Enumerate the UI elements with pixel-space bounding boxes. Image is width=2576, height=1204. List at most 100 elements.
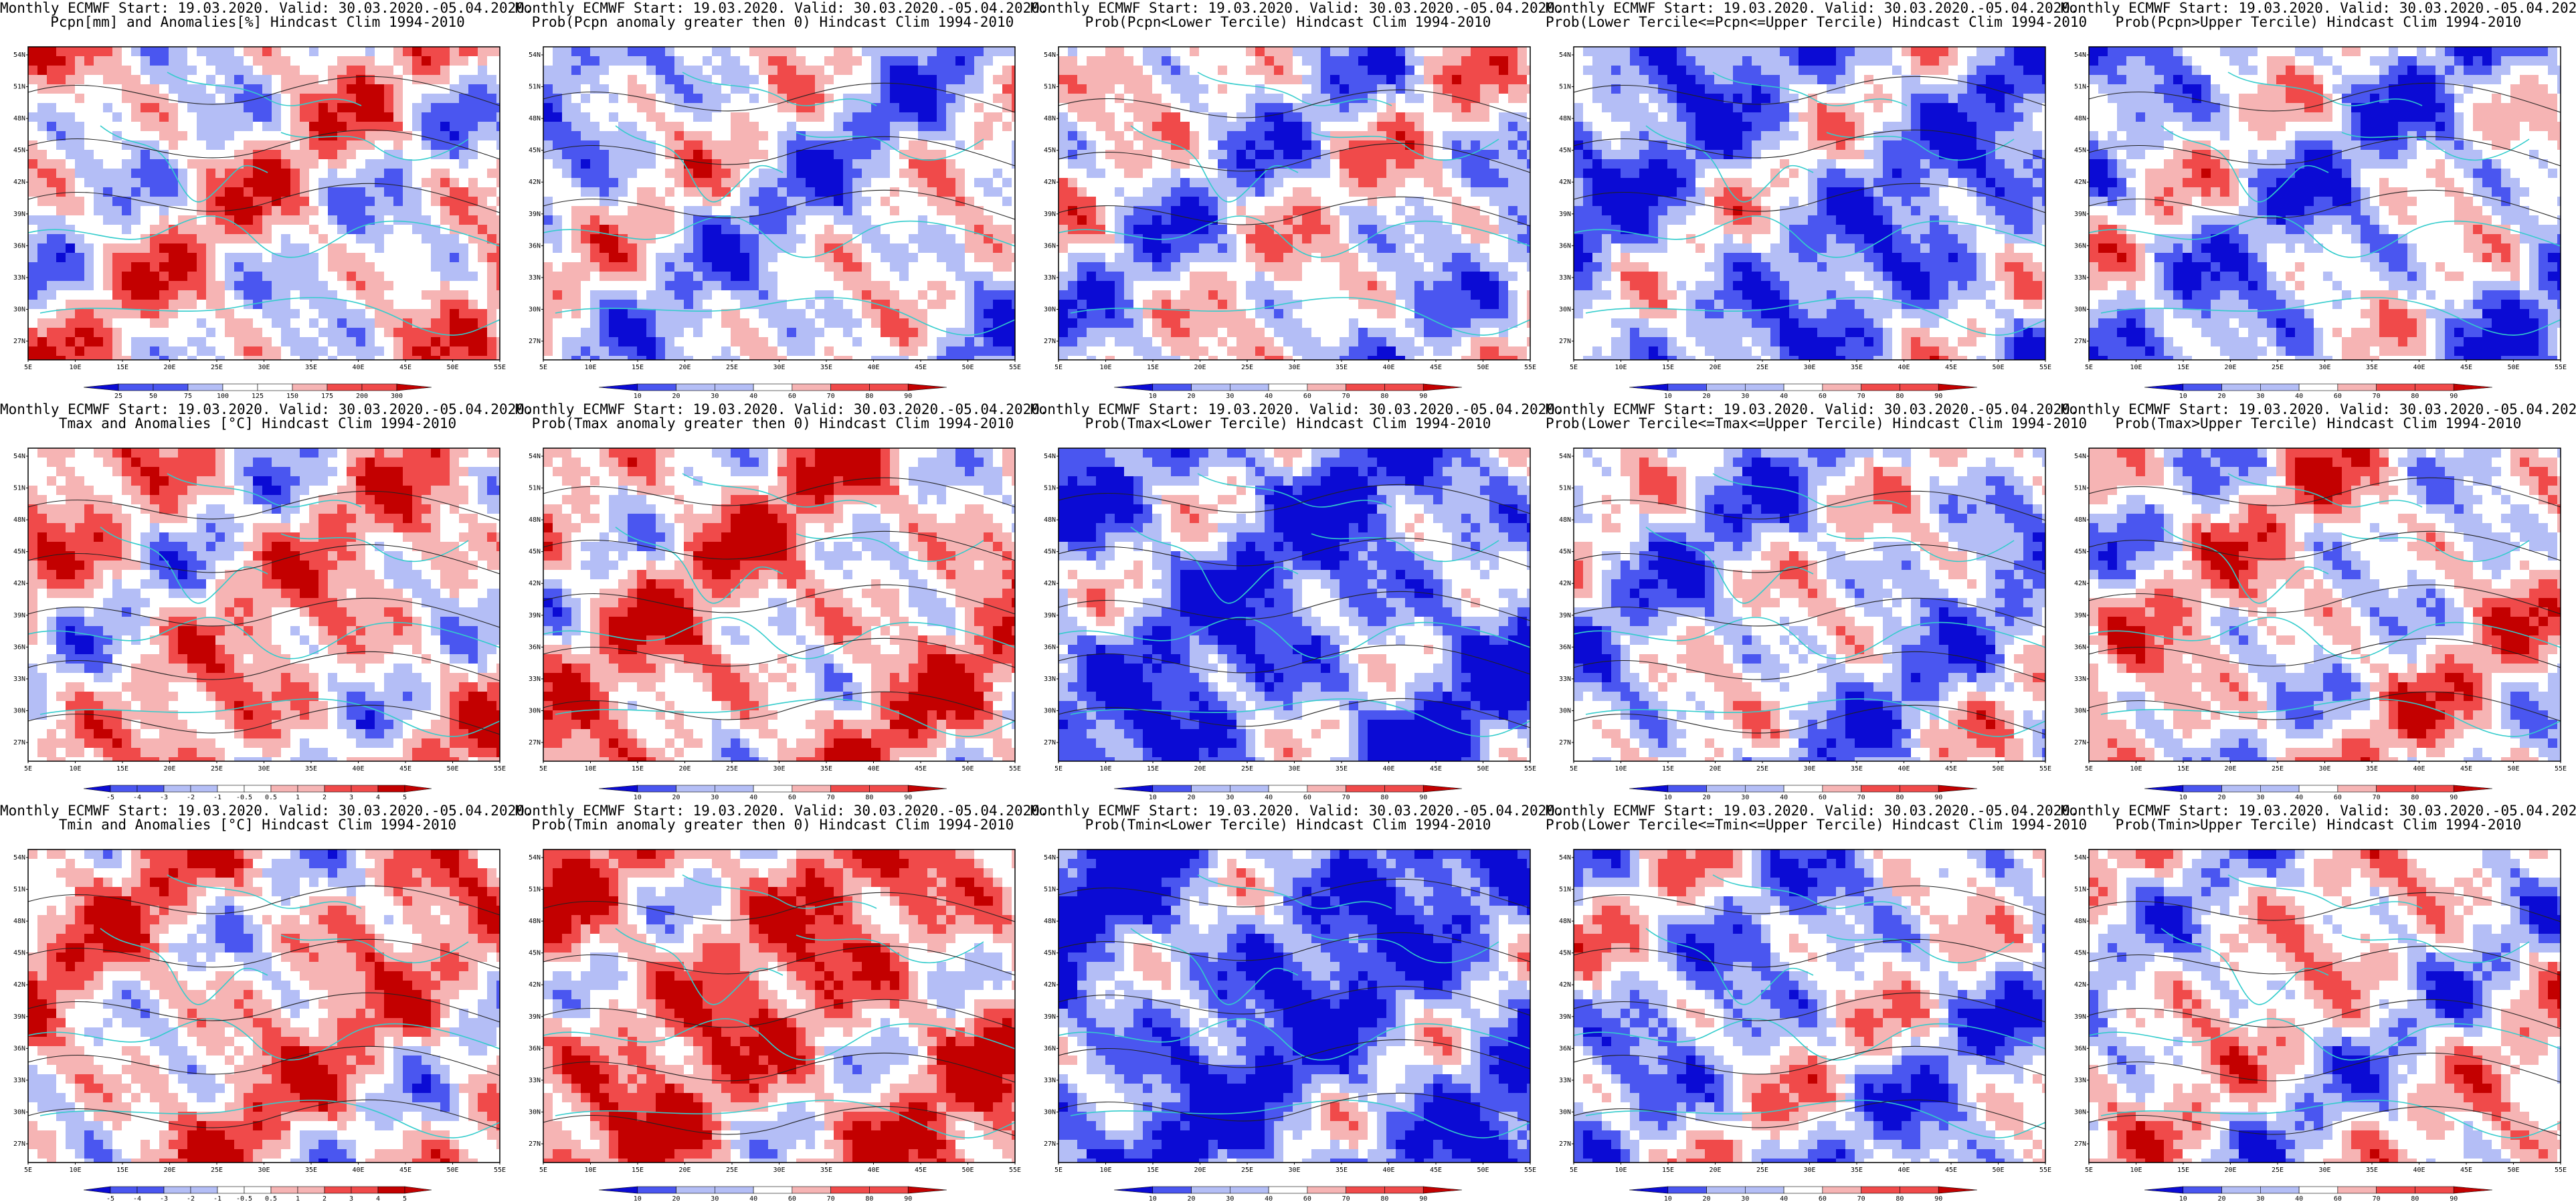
lon-label: 5E	[1570, 1167, 1578, 1174]
lat-label: 27N	[2074, 739, 2086, 746]
lat-label: 48N	[529, 516, 541, 524]
lat-label: 27N	[1044, 1140, 1056, 1148]
lon-label: 35E	[1336, 364, 1348, 371]
lon-label: 25E	[1241, 1167, 1253, 1174]
colorbar-tick-label: 3	[349, 1195, 353, 1203]
panel-title-line2: Prob(Tmax<Lower Tercile) Hindcast Clim 1…	[1030, 415, 1546, 431]
lon-label: 40E	[352, 765, 364, 773]
colorbar-tick-label: 90	[1934, 1195, 1942, 1203]
colorbar-tick-label: 90	[2450, 393, 2458, 400]
lon-label: 40E	[1898, 364, 1910, 371]
lon-label: 55E	[1524, 1167, 1536, 1174]
colorbar-tick-label: 125	[252, 393, 264, 400]
lon-label: 5E	[1054, 765, 1063, 773]
colorbar-tick-label: 90	[904, 1195, 912, 1203]
map-panel: Monthly ECMWF Start: 19.03.2020. Valid: …	[0, 401, 533, 803]
colorbar-tick-label: -1	[213, 794, 221, 801]
lat-label: 51N	[2074, 485, 2086, 492]
lat-label: 27N	[1044, 739, 1056, 746]
lon-label: 10E	[2130, 765, 2142, 773]
colorbar-tick-label: 80	[1896, 393, 1904, 400]
map-field	[543, 849, 1015, 1163]
panel-title-line1: Monthly ECMWF Start: 19.03.2020. Valid: …	[2061, 0, 2576, 16]
lon-label: 25E	[211, 1167, 223, 1174]
colorbar-tick-label: 80	[2411, 794, 2419, 801]
lat-label: 30N	[529, 306, 541, 313]
lon-label: 55E	[494, 1167, 506, 1174]
colorbar-tick-label: 50	[149, 393, 157, 400]
lat-label: 42N	[2074, 179, 2086, 186]
lon-label: 10E	[1615, 1167, 1627, 1174]
lat-label: 27N	[1559, 739, 1571, 746]
lat-label: 45N	[2074, 147, 2086, 155]
forecast-map: 54N 51N 48N 45N 42N 39N 36N 33N 30N 27N 5E 10E 15E 20…	[529, 46, 1021, 371]
panel-title-line1: Monthly ECMWF Start: 19.03.2020. Valid: …	[515, 0, 1048, 16]
lon-label: 15E	[2177, 364, 2189, 371]
lat-label: 33N	[2074, 274, 2086, 282]
colorbar: 25 50 75 100 125 150 175 200 300	[83, 383, 432, 400]
lat-label: 54N	[2074, 854, 2086, 862]
colorbar: 10 20 30 40 60 70 80 90	[1113, 785, 1463, 801]
panel-title-line2: Prob(Tmin anomaly greater then 0) Hindca…	[515, 817, 1030, 833]
lon-label: 10E	[1615, 364, 1627, 371]
lon-label: 5E	[1570, 765, 1578, 773]
lon-label: 5E	[24, 765, 32, 773]
lat-label: 39N	[1044, 211, 1056, 218]
lon-label: 35E	[1851, 1167, 1863, 1174]
colorbar-tick-label: -1	[213, 1195, 221, 1203]
lat-label: 51N	[1559, 886, 1571, 894]
lon-label: 50E	[446, 765, 458, 773]
colorbar-tick-label: 80	[865, 393, 873, 400]
colorbar-tick-label: 80	[2411, 1195, 2419, 1203]
lon-label: 45E	[915, 364, 927, 371]
colorbar: 10 20 30 40 60 70 80 90	[1113, 1186, 1463, 1203]
colorbar-tick-label: 20	[1188, 393, 1196, 400]
lon-label: 30E	[1803, 1167, 1815, 1174]
colorbar-tick-label: 30	[1226, 393, 1234, 400]
panel-title-line2: Prob(Pcpn>Upper Tercile) Hindcast Clim 1…	[2061, 14, 2576, 30]
colorbar-tick-label: 40	[1265, 1195, 1273, 1203]
forecast-map: 54N 51N 48N 45N 42N 39N 36N 33N 30N 27N 5E 10E 15E 20…	[2074, 849, 2567, 1174]
lat-label: 54N	[1559, 453, 1571, 460]
lon-label: 15E	[116, 765, 128, 773]
colorbar-tick-label: 20	[1703, 393, 1711, 400]
lat-label: 54N	[529, 52, 541, 59]
colorbar-tick-label: 90	[1934, 393, 1942, 400]
colorbar-tick-label: 60	[1819, 794, 1827, 801]
forecast-map: 54N 51N 48N 45N 42N 39N 36N 33N 30N 27N 5E 10E 15E 20…	[1044, 46, 1536, 371]
lat-label: 30N	[13, 306, 25, 313]
lon-label: 40E	[867, 364, 879, 371]
lat-label: 33N	[2074, 1077, 2086, 1084]
colorbar-tick-label: 200	[356, 393, 368, 400]
colorbar-tick-label: 70	[827, 1195, 835, 1203]
colorbar-tick-label: 60	[2334, 393, 2342, 400]
lon-label: 45E	[1430, 765, 1442, 773]
lon-label: 35E	[305, 1167, 317, 1174]
lon-label: 25E	[1756, 1167, 1768, 1174]
lon-label: 25E	[1756, 364, 1768, 371]
colorbar-tick-label: 10	[1149, 1195, 1157, 1203]
lon-label: 5E	[539, 1167, 547, 1174]
forecast-map: 54N 51N 48N 45N 42N 39N 36N 33N 30N 27N 5E 10E 15E 20…	[529, 447, 1021, 773]
lon-label: 10E	[1615, 765, 1627, 773]
lon-label: 15E	[632, 1167, 644, 1174]
colorbar-tick-label: 80	[1380, 1195, 1388, 1203]
lon-label: 45E	[1945, 364, 1957, 371]
lat-label: 48N	[1044, 516, 1056, 524]
lat-label: 42N	[1559, 580, 1571, 587]
lat-label: 42N	[1044, 179, 1056, 186]
lat-label: 45N	[1044, 147, 1056, 155]
lat-label: 48N	[1559, 115, 1571, 122]
lat-label: 45N	[529, 950, 541, 957]
colorbar-tick-label: 70	[2373, 393, 2381, 400]
lat-label: 54N	[1559, 854, 1571, 862]
colorbar-tick-label: 60	[1303, 1195, 1311, 1203]
colorbar-tick-label: 80	[1380, 393, 1388, 400]
colorbar-tick-label: 90	[1419, 1195, 1427, 1203]
lon-label: 25E	[2272, 765, 2284, 773]
lat-label: 33N	[2074, 676, 2086, 683]
colorbar-tick-label: 10	[634, 1195, 642, 1203]
lon-label: 45E	[399, 765, 411, 773]
colorbar-tick-label: 1	[296, 1195, 300, 1203]
forecast-map: 54N 51N 48N 45N 42N 39N 36N 33N 30N 27N 5E 10E 15E 20…	[2074, 46, 2567, 371]
